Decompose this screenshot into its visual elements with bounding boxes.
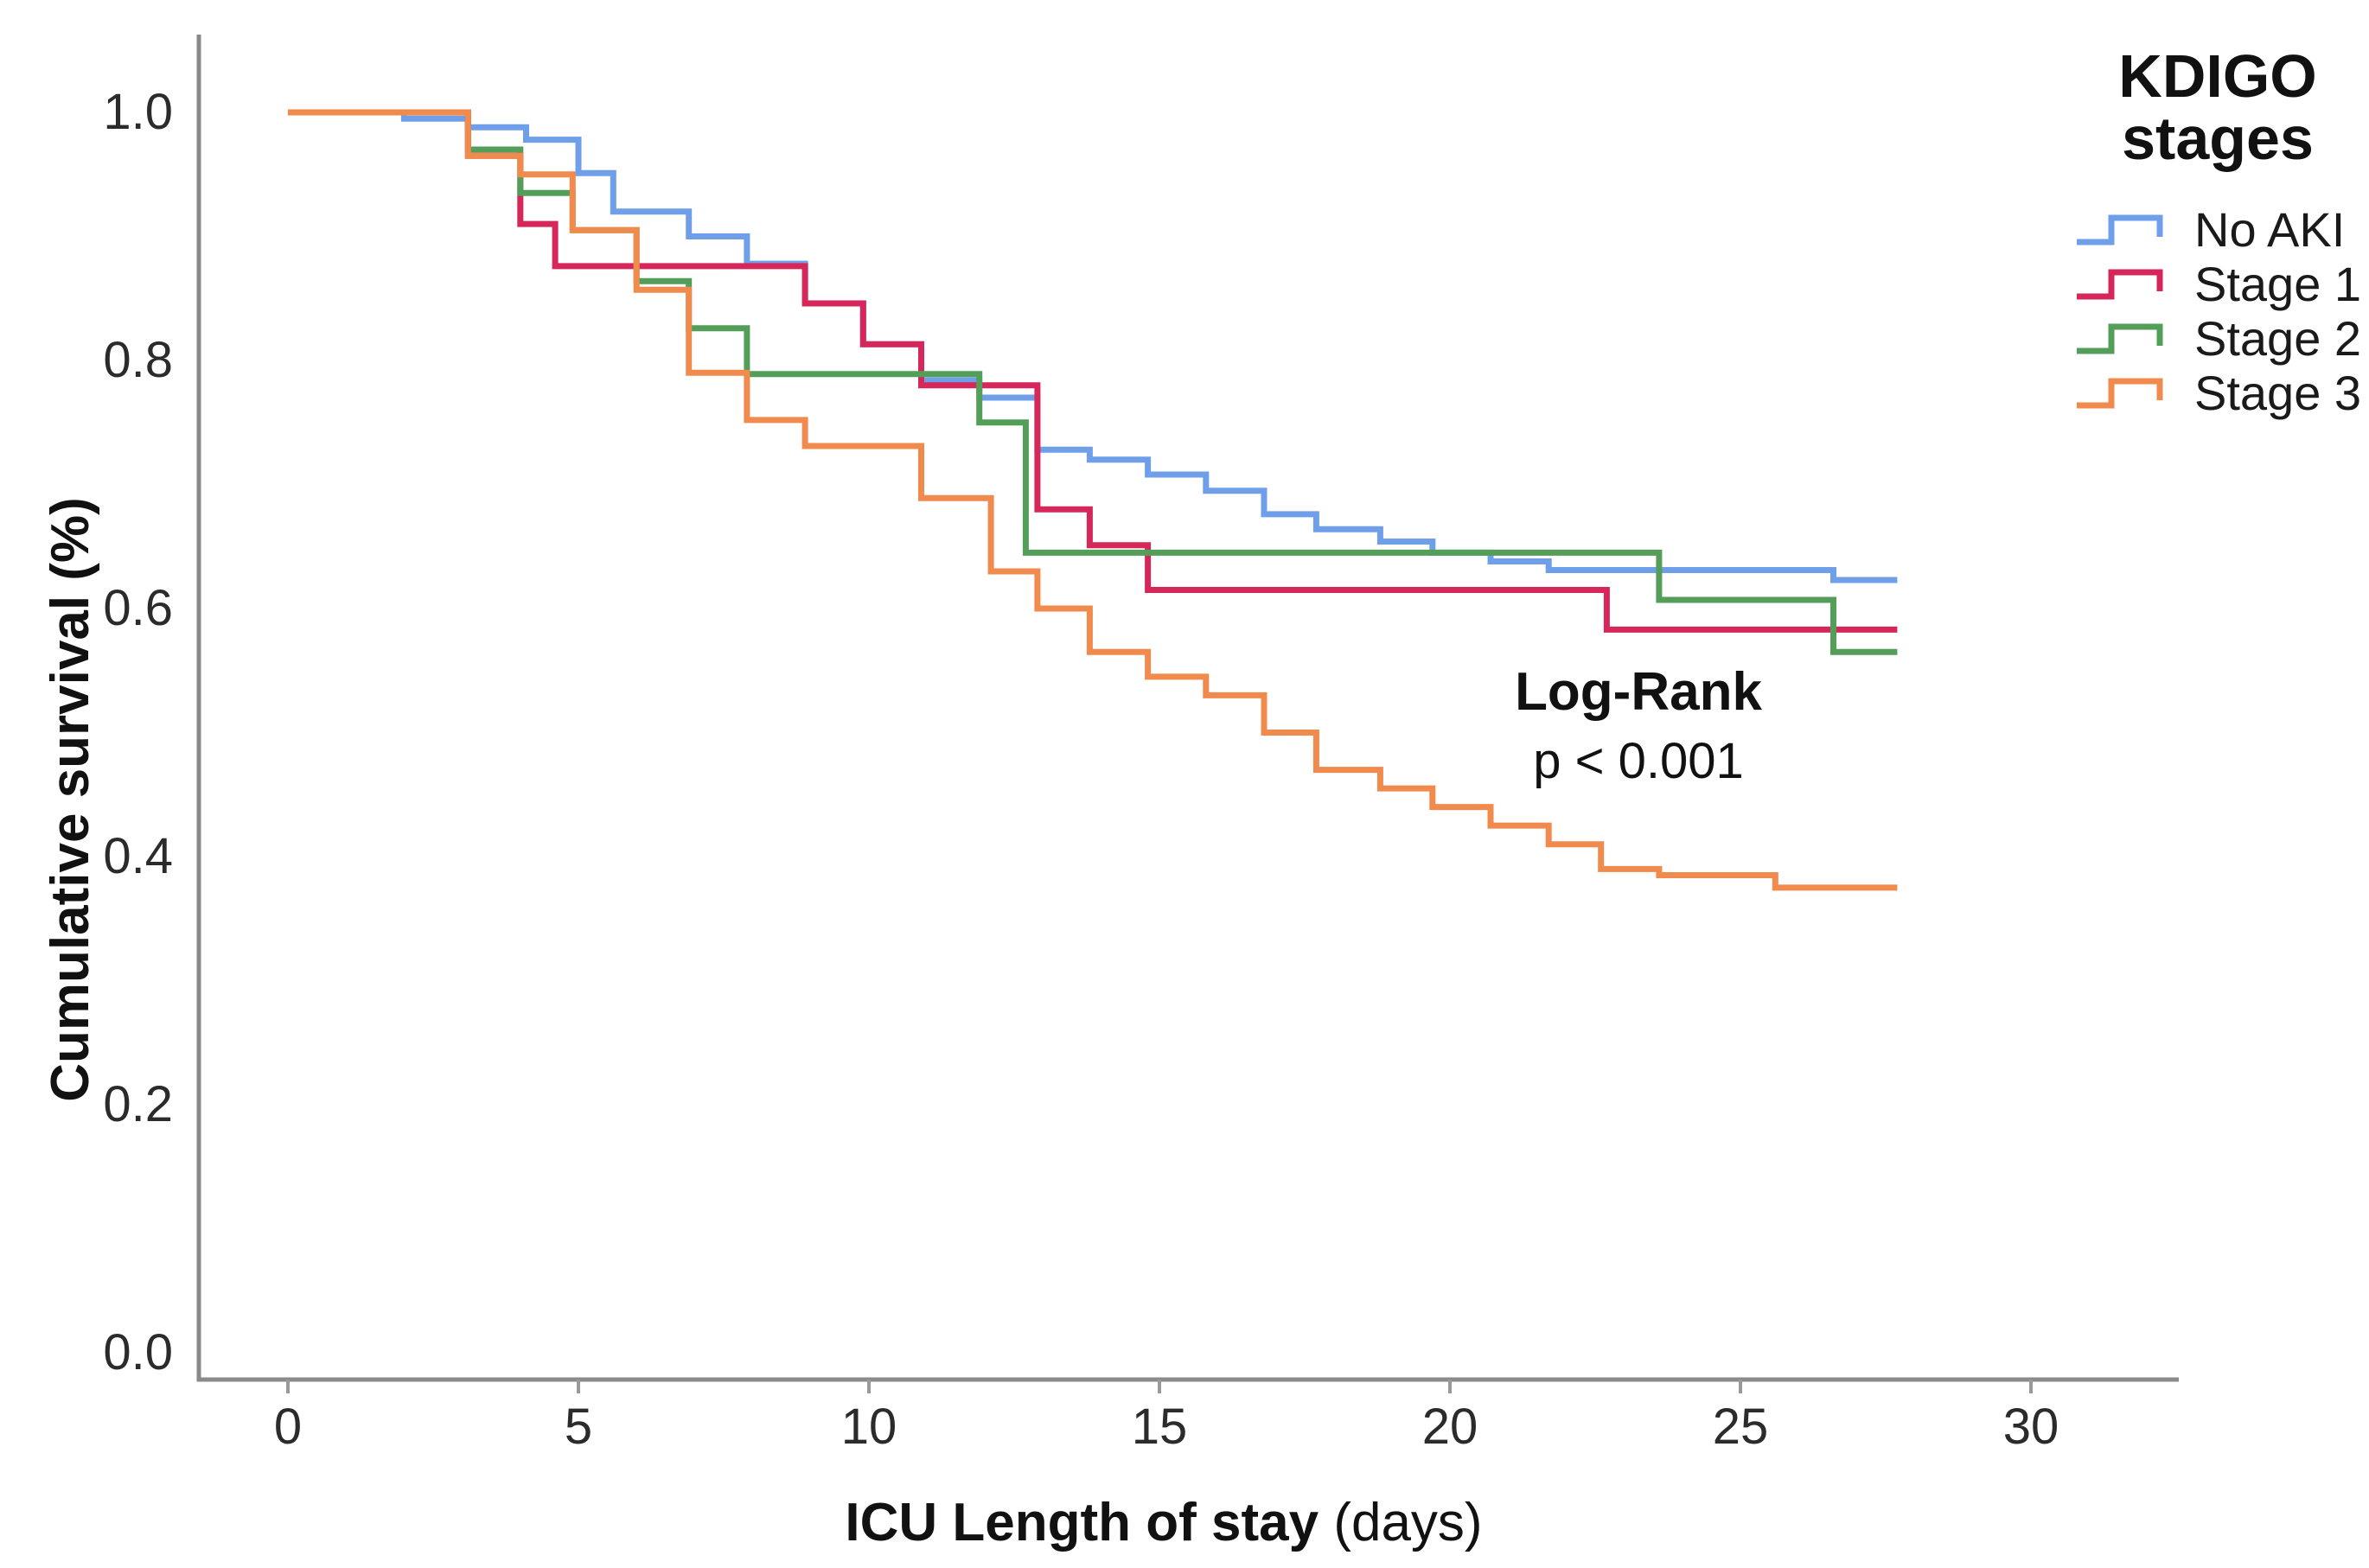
- x-axis-title: ICU Length of stay (days): [559, 1492, 1769, 1553]
- x-tick-label: 10: [840, 1399, 897, 1455]
- y-tick-label: 0.2: [103, 1076, 173, 1132]
- y-tick-label: 0.6: [103, 580, 173, 636]
- axis-lines: [196, 35, 2179, 1382]
- x-tick-label: 25: [1712, 1399, 1769, 1455]
- legend-item-no-aki: No AKI: [2066, 202, 2369, 257]
- p-value-label: p < 0.001: [1533, 733, 1744, 789]
- legend-line-swatch: [2077, 214, 2163, 245]
- legend: KDIGO stages No AKI Stage 1 Stage 2 Stage 3: [2066, 45, 2369, 420]
- x-axis-title-bold: ICU Length of stay: [845, 1493, 1319, 1552]
- legend-item-stage-2: Stage 2: [2066, 311, 2369, 366]
- y-tick-label: 0.4: [103, 828, 173, 884]
- legend-item-stage-3: Stage 3: [2066, 366, 2369, 420]
- legend-items: No AKI Stage 1 Stage 2 Stage 3: [2066, 202, 2369, 420]
- legend-label: Stage 1: [2194, 257, 2362, 311]
- x-tick-label: 0: [273, 1399, 303, 1455]
- legend-step-glyph: [2077, 323, 2163, 354]
- legend-line-swatch: [2077, 323, 2163, 354]
- legend-line-swatch: [2077, 269, 2163, 300]
- legend-step-glyph: [2077, 214, 2163, 245]
- x-axis-title-unit: (days): [1319, 1493, 1483, 1552]
- x-axis-tick-marks: [286, 1380, 2033, 1393]
- curve-stage-3: [288, 109, 1898, 891]
- log-rank-annotation: Log-Rank p < 0.001: [1427, 660, 1850, 799]
- legend-label: Stage 2: [2194, 311, 2362, 366]
- curve-no-aki: [288, 109, 1898, 583]
- survival-curves: [288, 109, 1898, 891]
- legend-item-stage-1: Stage 1: [2066, 257, 2369, 311]
- legend-label: Stage 3: [2194, 366, 2362, 420]
- legend-step-glyph: [2077, 378, 2163, 409]
- legend-line-swatch: [2077, 378, 2163, 409]
- x-tick-label: 20: [1421, 1399, 1478, 1455]
- legend-title: KDIGO stages: [2118, 42, 2317, 172]
- y-tick-label: 0.0: [103, 1324, 173, 1380]
- log-rank-label: Log-Rank: [1515, 662, 1762, 722]
- y-tick-label: 0.8: [103, 332, 173, 388]
- legend-label: No AKI: [2194, 202, 2346, 257]
- axes: [196, 35, 2179, 1382]
- y-tick-label: 1.0: [103, 84, 173, 140]
- legend-step-glyph: [2077, 269, 2163, 300]
- y-axis-title: Cumulative survival (%): [41, 497, 100, 1102]
- x-tick-label: 30: [2002, 1399, 2059, 1455]
- x-tick-label: 5: [564, 1399, 593, 1455]
- x-tick-label: 15: [1131, 1399, 1188, 1455]
